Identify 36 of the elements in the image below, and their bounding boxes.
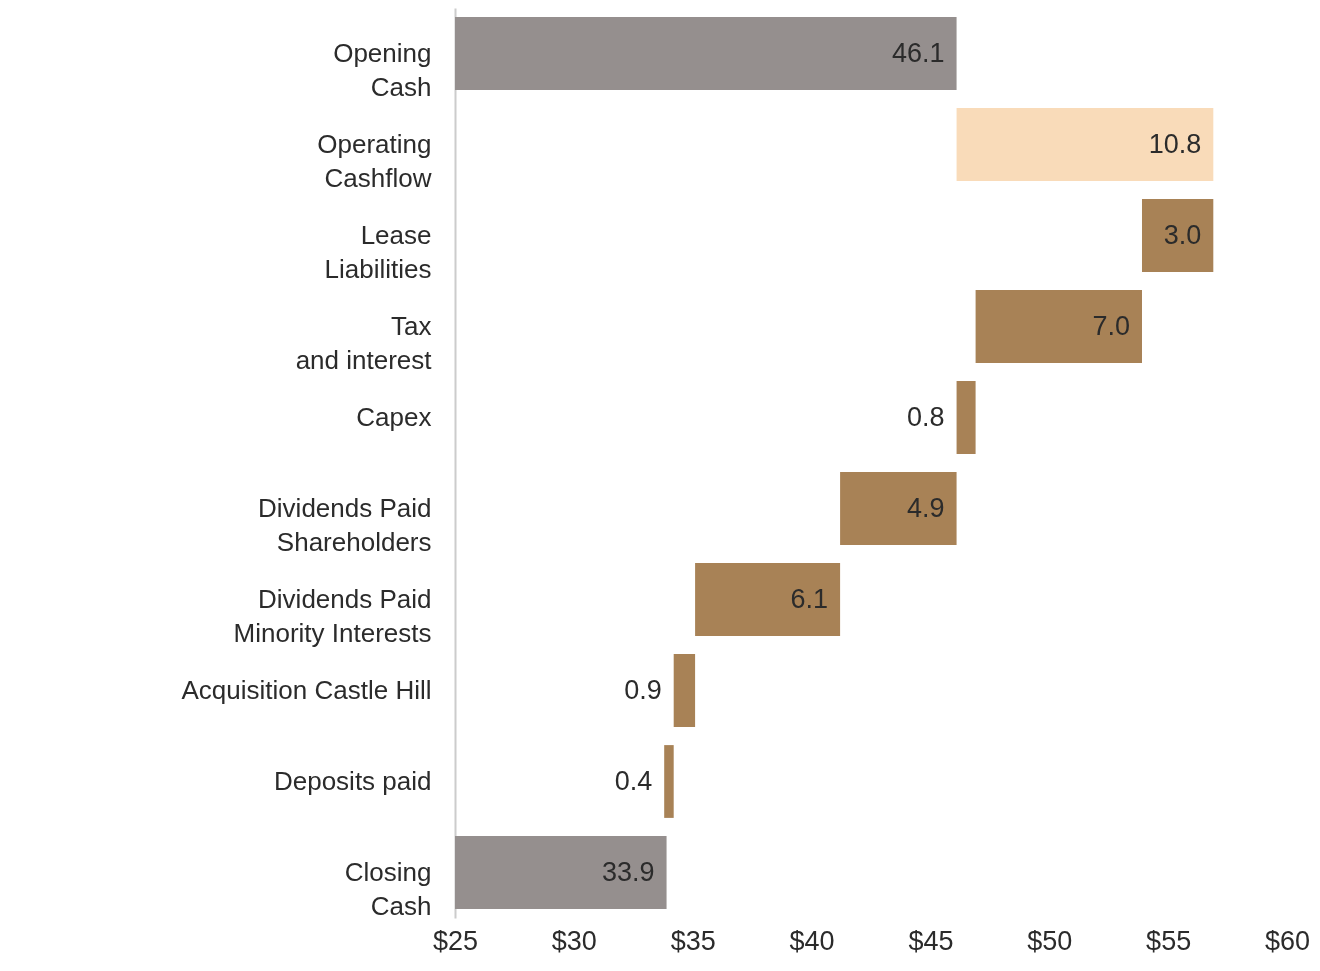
y-tick-label: Operating Cashflow [317, 128, 432, 193]
data-label: 7.0 [1092, 310, 1130, 341]
bar [673, 654, 696, 727]
data-label: 4.9 [907, 492, 945, 523]
x-tick-label: $50 [1027, 925, 1073, 956]
x-tick-label: $55 [1146, 925, 1192, 956]
data-label: 10.8 [1148, 128, 1202, 159]
x-tick-label: $60 [1264, 925, 1311, 956]
y-tick-label: Tax and interest [295, 310, 433, 375]
bar [664, 745, 674, 818]
x-tick-label: $40 [789, 925, 835, 956]
bar [695, 563, 841, 636]
x-tick-label: $30 [551, 925, 597, 956]
bar [956, 108, 1214, 181]
data-label: 6.1 [790, 583, 829, 614]
data-label: 3.0 [1163, 219, 1202, 250]
x-tick-label: $45 [908, 925, 954, 956]
data-label: 33.9 [602, 856, 655, 887]
x-tick-label: $25 [432, 925, 479, 956]
data-label: 0.4 [614, 765, 653, 796]
y-tick-label: Capex [356, 401, 432, 432]
y-tick-label: Opening Cash [333, 37, 432, 102]
data-label: 46.1 [892, 37, 945, 68]
y-tick-label: Dividends Paid Minority Interests [233, 583, 432, 648]
bar [975, 290, 1142, 363]
data-label: 0.8 [907, 401, 945, 432]
bar [1141, 199, 1214, 272]
bar [956, 381, 976, 454]
y-tick-label: Deposits paid [273, 765, 432, 796]
bar [840, 472, 957, 545]
y-tick-label: Acquisition Castle Hill [181, 674, 432, 705]
x-tick-label: $35 [670, 925, 716, 956]
y-tick-label: Dividends Paid Shareholders [258, 492, 432, 557]
y-tick-label: Lease Liabilities [324, 219, 432, 284]
y-tick-label: Closing Cash [344, 856, 432, 921]
data-label: 0.9 [624, 674, 662, 705]
